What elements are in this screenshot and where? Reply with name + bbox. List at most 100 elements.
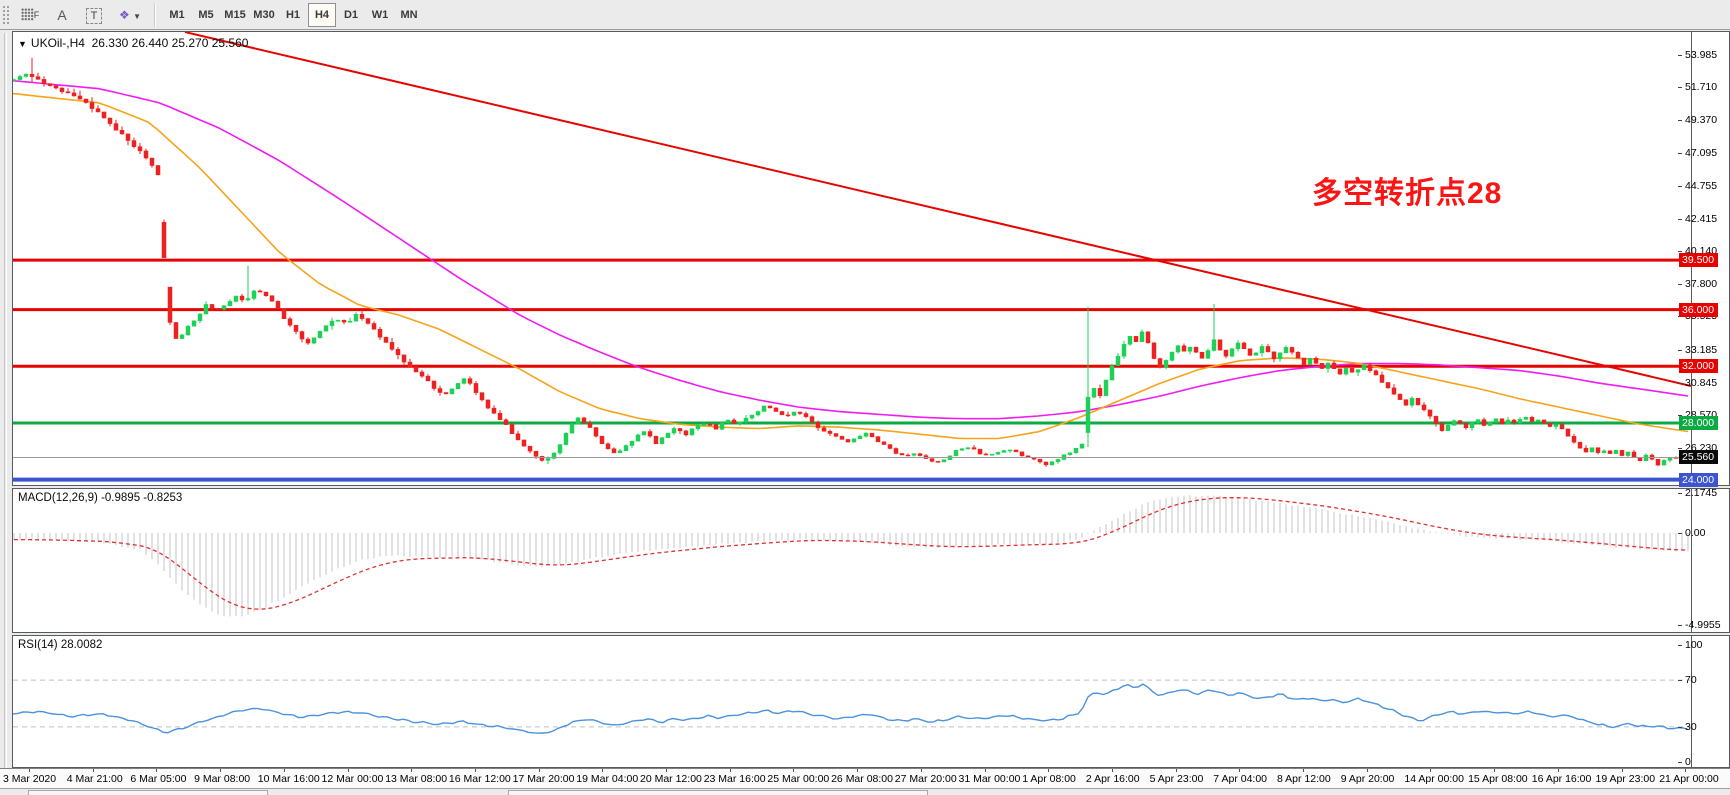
tick-mark [1678, 152, 1682, 154]
time-tick [1239, 769, 1241, 772]
rsi-panel [12, 635, 1730, 768]
time-label: 12 Mar 00:00 [321, 773, 384, 785]
time-label: 8 Apr 12:00 [1277, 773, 1331, 785]
chart-annotation-text: 多空转折点28 [1312, 177, 1503, 210]
time-tick [920, 769, 922, 772]
tick-text: 0 [1685, 756, 1691, 768]
macd-scale[interactable] [1691, 489, 1729, 632]
tick-text: 37.800 [1685, 278, 1718, 291]
main-chart-panel [12, 31, 1730, 486]
main-chart-plot[interactable] [13, 32, 1691, 485]
chevron-down-icon: ▼ [18, 39, 27, 49]
rsi-scale[interactable] [1691, 636, 1729, 767]
time-label: 26 Mar 08:00 [831, 773, 893, 785]
time-label: 20 Mar 12:00 [640, 773, 702, 785]
time-tick [1048, 769, 1050, 772]
tick-mark [1678, 645, 1682, 646]
time-tick [1557, 769, 1559, 772]
time-label: 5 Apr 23:00 [1149, 773, 1204, 785]
tick-mark [1678, 218, 1682, 220]
tick-mark [1678, 448, 1682, 449]
profiles-grid-icon[interactable]: F [16, 3, 44, 27]
time-tick [474, 769, 476, 772]
time-label: 16 Apr 16:00 [1531, 773, 1592, 785]
time-label: 9 Apr 20:00 [1340, 773, 1395, 785]
price-tick-30: 30 [1678, 721, 1729, 734]
text-label-icon[interactable]: T [80, 3, 108, 27]
tick-mark [1678, 762, 1682, 763]
tick-text: 47.095 [1685, 146, 1718, 159]
time-label: 16 Mar 12:00 [448, 773, 511, 785]
chart-tab[interactable] [508, 790, 928, 795]
tick-text: 51.710 [1685, 81, 1718, 94]
tick-text: 100 [1685, 639, 1703, 651]
tf-button-m15[interactable]: M15 [224, 9, 246, 21]
time-label: 14 Apr 00:00 [1404, 773, 1464, 785]
symbol-label[interactable]: ▼ UKOil-,H4 26.330 26.440 25.270 25.560 [18, 36, 249, 50]
tf-button-m1[interactable]: M1 [169, 9, 185, 21]
toolbar-separator [154, 3, 156, 27]
tick-mark [1678, 726, 1682, 728]
chart-tabs-strip [0, 788, 1730, 795]
rsi-plot[interactable] [13, 636, 1691, 767]
price-label-25.560: 25.560 [1679, 450, 1718, 465]
tick-mark [1678, 533, 1682, 534]
toolbar-grip[interactable] [2, 5, 11, 25]
tick-mark [1678, 284, 1682, 286]
price-tick-53.985: 53.985 [1678, 49, 1729, 62]
time-label: 4 Mar 21:00 [66, 773, 123, 785]
time-label: 21 Apr 00:00 [1659, 773, 1719, 785]
tick-mark [1678, 316, 1682, 318]
ohlc-values: 26.330 26.440 25.270 25.560 [91, 36, 249, 50]
tick-mark [1678, 414, 1682, 416]
tf-button-w1[interactable]: W1 [371, 9, 389, 21]
time-tick [411, 769, 413, 772]
time-label: 27 Mar 20:00 [894, 773, 957, 785]
tick-text: 2.1745 [1685, 486, 1718, 499]
time-tick [984, 769, 986, 772]
time-tick [92, 769, 94, 772]
price-tick-42.415: 42.415 [1678, 213, 1729, 226]
time-tick [347, 769, 349, 772]
tf-button-d1[interactable]: D1 [343, 9, 359, 21]
price-tick-2.1745: 2.1745 [1678, 486, 1729, 500]
chevron-down-icon: ▼ [133, 12, 142, 21]
time-label: 31 Mar 00:00 [958, 773, 1021, 785]
time-tick [220, 769, 222, 772]
tf-button-h4[interactable]: H4 [308, 3, 336, 27]
tf-button-m30[interactable]: M30 [253, 9, 275, 21]
time-label: 15 Apr 08:00 [1468, 773, 1528, 785]
price-tick-47.095: 47.095 [1678, 146, 1729, 160]
time-tick [538, 769, 540, 772]
tick-mark [1678, 382, 1682, 384]
price-label-28.000: 28.000 [1679, 415, 1718, 430]
price-tick-100: 100 [1678, 639, 1729, 652]
macd-plot[interactable] [13, 489, 1691, 632]
time-label: 13 Mar 08:00 [385, 773, 448, 785]
time-tick [1494, 769, 1496, 772]
tick-text: 70 [1685, 674, 1697, 687]
tf-button-mn[interactable]: MN [400, 9, 418, 21]
cursor-style-icon[interactable]: ❖ ▼ [118, 8, 142, 22]
price-label-32.000: 32.000 [1679, 359, 1718, 374]
tick-text: 53.985 [1685, 49, 1718, 61]
time-tick [29, 769, 30, 772]
price-label-24.000: 24.000 [1679, 472, 1718, 487]
time-axis[interactable]: 3 Mar 2020 4 Mar 21:00 6 Mar 05:00 9 Mar 08… [0, 768, 1730, 788]
time-tick [1685, 769, 1687, 772]
letter-a-icon[interactable]: A [57, 7, 67, 23]
time-label: 7 Apr 04:00 [1213, 773, 1268, 785]
price-label-39.500: 39.500 [1679, 253, 1718, 268]
tf-button-h1[interactable]: H1 [285, 9, 301, 21]
time-label: 9 Mar 08:00 [194, 773, 251, 785]
tf-button-m5[interactable]: M5 [198, 9, 214, 21]
price-tick-0.00: 0.00 [1678, 527, 1729, 540]
chart-tab[interactable] [28, 790, 268, 795]
tick-text: 33.185 [1685, 343, 1718, 356]
toolbar: F A T ❖ ▼ M1 M5 M15 M30 H1 H4 D1 W1 MN [0, 0, 1730, 30]
time-tick [1621, 769, 1623, 772]
time-tick [1366, 769, 1368, 772]
time-label: 6 Mar 05:00 [130, 773, 187, 785]
time-tick [1111, 769, 1113, 772]
